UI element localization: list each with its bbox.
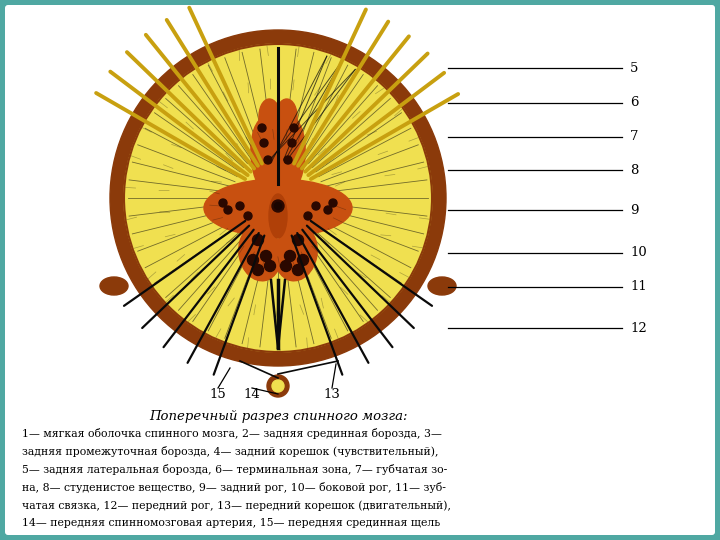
Text: 14: 14 — [243, 388, 261, 401]
Circle shape — [284, 251, 295, 261]
Circle shape — [274, 202, 282, 210]
Text: 8: 8 — [630, 164, 639, 177]
Circle shape — [244, 212, 252, 220]
Circle shape — [267, 375, 289, 397]
Text: 12: 12 — [630, 321, 647, 334]
Circle shape — [110, 30, 446, 366]
Text: 5: 5 — [630, 62, 639, 75]
Ellipse shape — [269, 194, 287, 238]
Circle shape — [324, 206, 332, 214]
Text: задняя промежуточная борозда, 4— задний корешок (чувствительный),: задняя промежуточная борозда, 4— задний … — [22, 446, 438, 457]
Circle shape — [304, 212, 312, 220]
Circle shape — [248, 254, 258, 266]
Circle shape — [329, 199, 337, 207]
Text: 7: 7 — [630, 131, 639, 144]
Circle shape — [236, 202, 244, 210]
Ellipse shape — [204, 179, 352, 237]
Text: 1— мягкая оболочка спинного мозга, 2— задняя срединная борозда, 3—: 1— мягкая оболочка спинного мозга, 2— за… — [22, 428, 442, 439]
Circle shape — [272, 200, 284, 212]
Text: 5— задняя латеральная борозда, 6— терминальная зона, 7— губчатая зо-: 5— задняя латеральная борозда, 6— термин… — [22, 464, 447, 475]
Circle shape — [292, 234, 304, 246]
Circle shape — [253, 265, 264, 275]
Circle shape — [264, 156, 272, 164]
Circle shape — [253, 234, 264, 246]
Circle shape — [224, 206, 232, 214]
Circle shape — [261, 251, 271, 261]
Circle shape — [312, 202, 320, 210]
Circle shape — [260, 139, 268, 147]
Text: 13: 13 — [323, 388, 341, 401]
Circle shape — [292, 265, 304, 275]
Ellipse shape — [275, 99, 297, 137]
Circle shape — [264, 260, 276, 272]
Text: 6: 6 — [630, 97, 639, 110]
Circle shape — [284, 156, 292, 164]
Ellipse shape — [428, 277, 456, 295]
FancyBboxPatch shape — [5, 5, 715, 535]
Circle shape — [272, 380, 284, 392]
Text: 14— передняя спинномозговая артерия, 15— передняя срединная щель: 14— передняя спинномозговая артерия, 15—… — [22, 518, 440, 528]
Ellipse shape — [275, 225, 318, 281]
Text: на, 8— студенистое вещество, 9— задний рог, 10— боковой рог, 11— зуб-: на, 8— студенистое вещество, 9— задний р… — [22, 482, 446, 493]
Ellipse shape — [251, 117, 285, 195]
Circle shape — [297, 254, 308, 266]
Ellipse shape — [271, 117, 305, 195]
Text: 15: 15 — [210, 388, 226, 401]
Text: чатая связка, 12— передний рог, 13— передний корешок (двигательный),: чатая связка, 12— передний рог, 13— пере… — [22, 500, 451, 510]
Circle shape — [219, 199, 227, 207]
Ellipse shape — [259, 99, 281, 137]
Text: 9: 9 — [630, 204, 639, 217]
Circle shape — [281, 260, 292, 272]
Text: Поперечный разрез спинного мозга:: Поперечный разрез спинного мозга: — [149, 410, 408, 423]
Text: 11: 11 — [630, 280, 647, 294]
Ellipse shape — [239, 225, 282, 281]
Circle shape — [288, 139, 296, 147]
Ellipse shape — [100, 277, 128, 295]
Circle shape — [124, 44, 432, 352]
Text: 10: 10 — [630, 246, 647, 260]
Circle shape — [290, 124, 298, 132]
Circle shape — [258, 124, 266, 132]
